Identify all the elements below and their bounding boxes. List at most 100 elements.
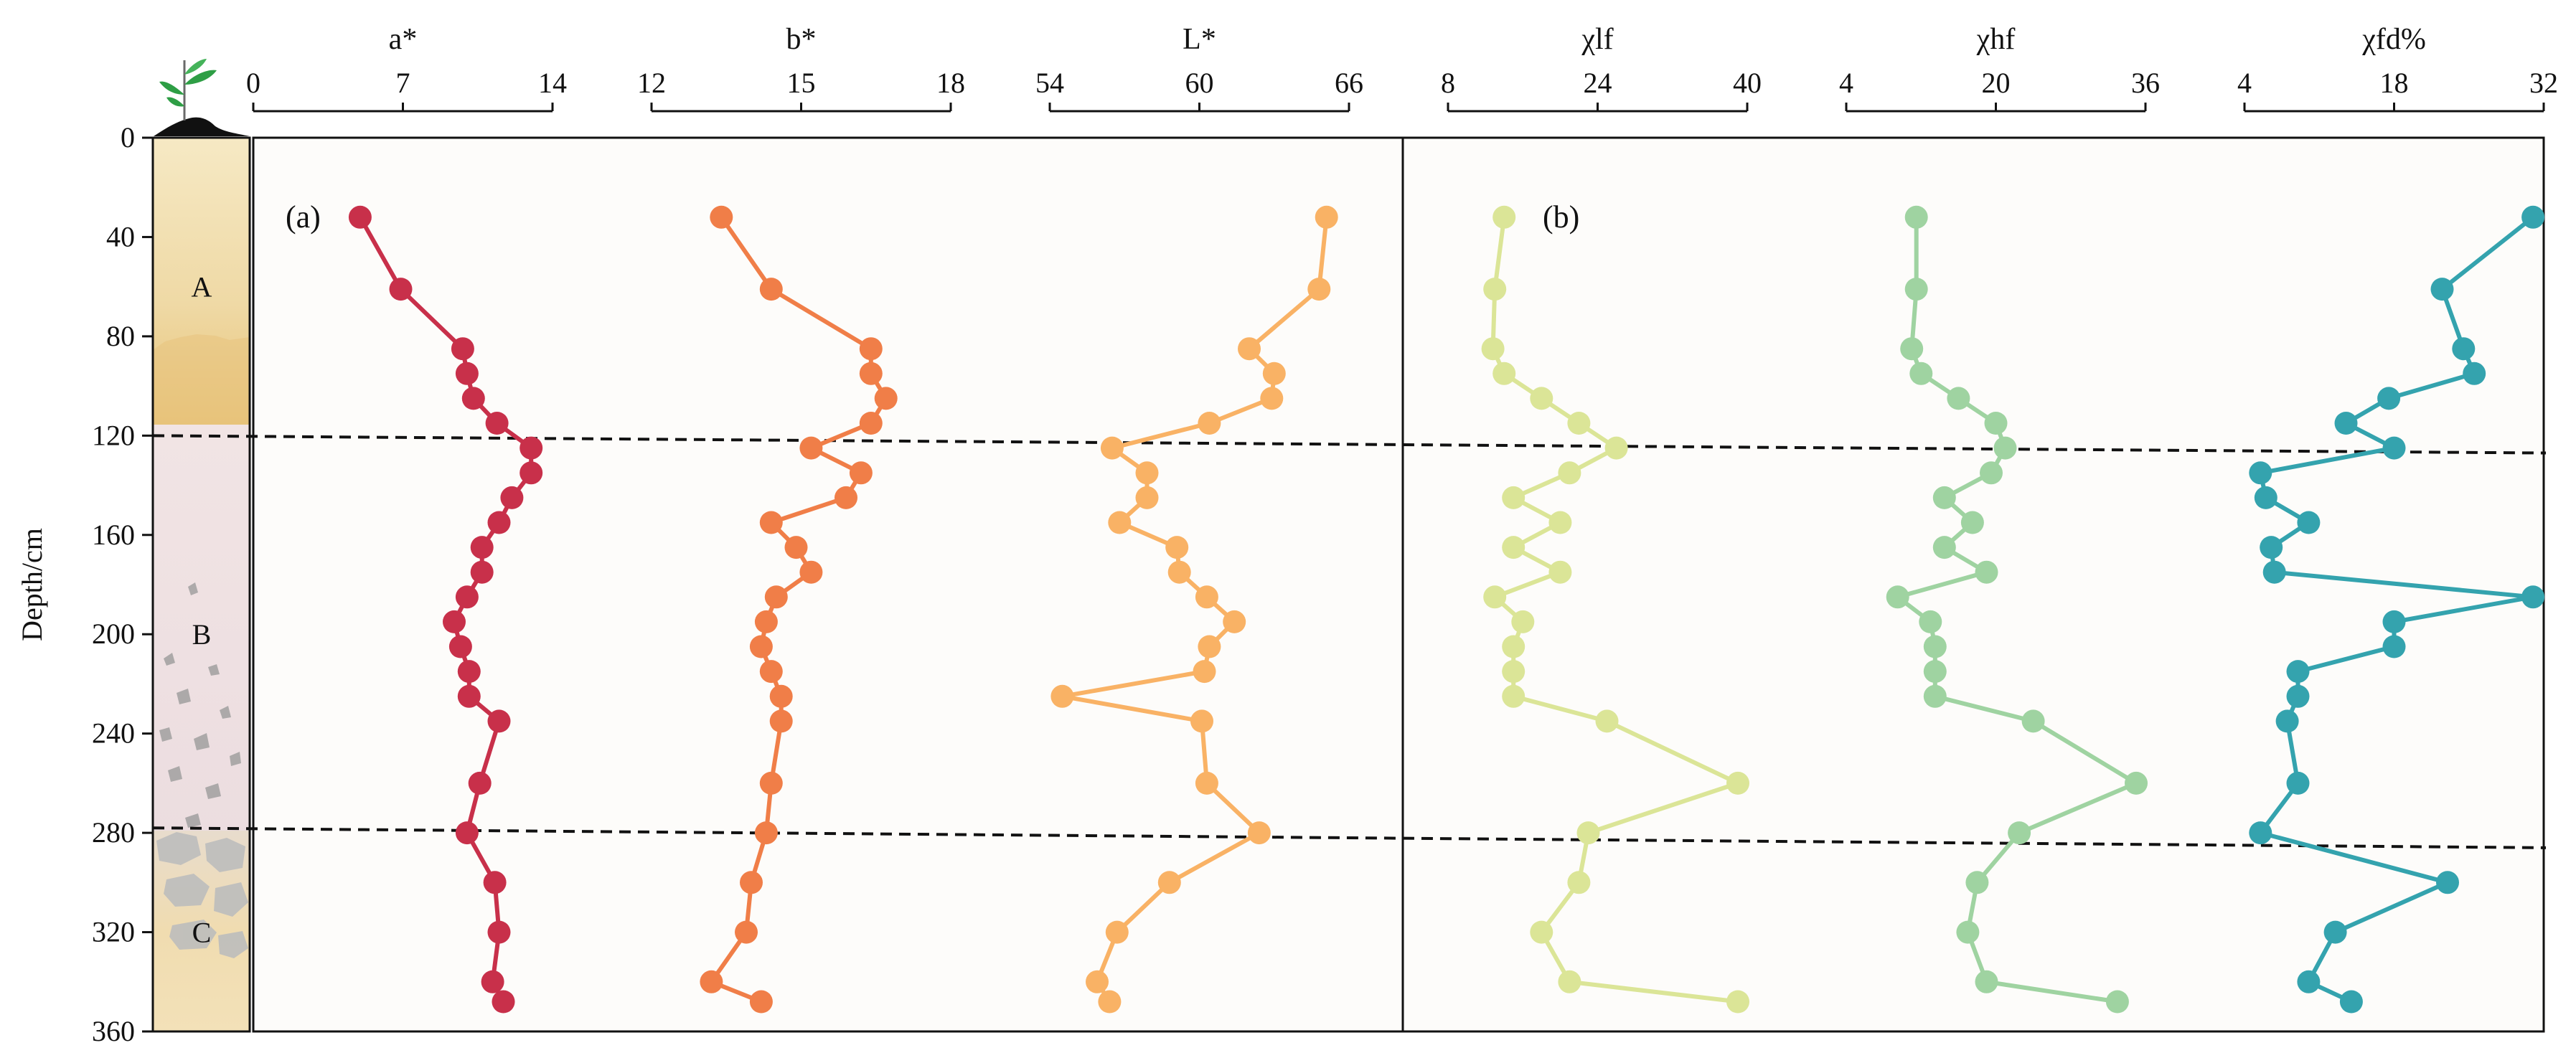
series-1-point xyxy=(483,871,507,894)
series-3-point xyxy=(1165,536,1189,559)
series-3-tick-label: 66 xyxy=(1335,67,1363,99)
series-1-point xyxy=(448,635,472,658)
series-2-point xyxy=(759,278,783,301)
series-1-point xyxy=(487,709,511,733)
series-3-point xyxy=(1260,387,1284,410)
series-2-axis-title: b* xyxy=(786,23,817,56)
series-2-point xyxy=(769,709,793,733)
series-6-point xyxy=(2339,990,2363,1014)
depth-tick-label: 360 xyxy=(92,1015,135,1047)
series-4-point xyxy=(1502,684,1526,708)
series-1-point xyxy=(455,362,479,385)
series-3-point xyxy=(1193,660,1216,684)
horizon-label-c: C xyxy=(192,917,212,949)
series-3-point xyxy=(1223,610,1246,633)
series-3-point xyxy=(1247,821,1271,845)
series-6-point xyxy=(2334,412,2358,435)
series-3-point xyxy=(1195,771,1218,795)
series-6-point xyxy=(2452,337,2476,361)
series-2-point xyxy=(764,585,788,609)
series-1-point xyxy=(457,660,481,684)
series-1-point xyxy=(457,684,481,708)
series-4-point xyxy=(1726,771,1749,795)
series-2-tick-label: 12 xyxy=(637,67,666,99)
series-6-point xyxy=(2286,684,2310,708)
series-4-point xyxy=(1548,511,1572,534)
series-3-point xyxy=(1307,278,1331,301)
series-1-point xyxy=(492,990,515,1014)
series-6-point xyxy=(2249,821,2272,845)
series-4-tick-label: 24 xyxy=(1584,67,1612,99)
series-4-point xyxy=(1493,362,1516,385)
series-4-tick-label: 8 xyxy=(1441,67,1455,99)
series-5-point xyxy=(1919,610,1942,633)
series-6-point xyxy=(2430,278,2454,301)
series-6-point xyxy=(2297,511,2321,534)
series-4-point xyxy=(1726,990,1749,1014)
depth-axis-title: Depth/cm xyxy=(16,528,48,641)
series-2-tick-label: 15 xyxy=(787,67,816,99)
soil-profile-border xyxy=(151,136,251,1033)
series-4-point xyxy=(1576,821,1600,845)
boundary-lines xyxy=(152,434,2547,849)
series-1-point xyxy=(451,337,474,361)
series-5-tick-label: 20 xyxy=(1982,67,2011,99)
series-3-point xyxy=(1098,990,1122,1014)
series-1-axis: 0 7 14 a* xyxy=(246,23,567,113)
series-1-point xyxy=(348,205,372,229)
horizon-label-a: A xyxy=(192,271,212,303)
series-4-point xyxy=(1493,205,1516,229)
series-3-tick-label: 54 xyxy=(1035,67,1064,99)
series-4-point xyxy=(1548,560,1572,584)
series-3-point xyxy=(1198,635,1221,658)
series-5-point xyxy=(2105,990,2129,1014)
series-5-point xyxy=(2125,771,2148,795)
series-1-axis-title: a* xyxy=(389,23,418,56)
series-1-tick-label: 14 xyxy=(538,67,567,99)
series-4-point xyxy=(1502,635,1526,658)
series-3-point xyxy=(1050,684,1074,708)
series-3-point xyxy=(1190,709,1213,733)
series-5-point xyxy=(1980,461,2003,485)
series-6-point xyxy=(2286,660,2310,684)
series-3-point xyxy=(1315,205,1338,229)
soil-profile-column xyxy=(151,59,251,1033)
series-5-point xyxy=(1975,560,1998,584)
series-4-group xyxy=(1481,205,1749,1014)
series-2-point xyxy=(859,337,883,361)
series-3-point xyxy=(1100,436,1124,460)
series-1-point xyxy=(481,970,504,993)
series-1-tick-label: 7 xyxy=(396,67,410,99)
series-4-point xyxy=(1558,970,1581,993)
series-2-point xyxy=(859,362,883,385)
series-1-point xyxy=(461,387,485,410)
depth-tick-label: 40 xyxy=(106,220,135,252)
top-axes: 0 7 14 a* 12 15 18 b* 54 60 66 L* 8 24 40 χlf 4 20 36 χhf 4 1… xyxy=(246,23,2558,113)
series-2-point xyxy=(849,461,873,485)
series-5-point xyxy=(1984,412,2008,435)
series-2-group xyxy=(700,205,898,1014)
series-5-tick-label: 4 xyxy=(1839,67,1853,99)
series-3-tick-label: 60 xyxy=(1185,67,1214,99)
series-6-point xyxy=(2377,387,2401,410)
series-1-point xyxy=(468,771,492,795)
series-3-point xyxy=(1157,871,1181,894)
series-5-point xyxy=(1904,205,1928,229)
series-5-point xyxy=(1904,278,1928,301)
series-2-point xyxy=(710,205,733,229)
series-1-point xyxy=(455,585,479,609)
series-5-point xyxy=(1960,511,1984,534)
series-4-point xyxy=(1558,461,1581,485)
series-5-tick-label: 36 xyxy=(2131,67,2160,99)
series-2-point xyxy=(799,560,823,584)
series-6-point xyxy=(2286,771,2310,795)
series-2-point xyxy=(749,990,773,1014)
horizon-boundary-line-2 xyxy=(152,826,2547,849)
series-2-point xyxy=(700,970,723,993)
series-1-group xyxy=(348,205,543,1014)
series-3-point xyxy=(1135,486,1159,509)
series-3-point xyxy=(1086,970,1109,993)
series-4-point xyxy=(1530,920,1553,944)
series-4-point xyxy=(1530,387,1553,410)
